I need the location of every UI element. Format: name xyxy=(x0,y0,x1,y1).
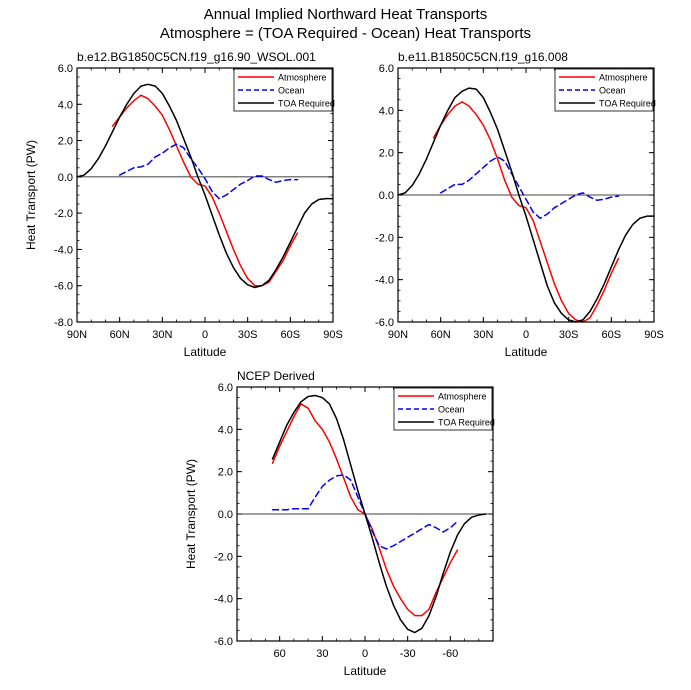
x-tick-label: 30N xyxy=(152,329,172,341)
chart-panel-3: -6.0 -4.0 -2.0 0.0 2.0 4.0 6.0 60 30 0 -30 -60 NCEP … xyxy=(184,369,495,678)
series-line-toa-required xyxy=(76,83,334,289)
x-tick-label: 30N xyxy=(473,329,493,341)
y-tick-label: -4.0 xyxy=(214,594,233,606)
legend-label-toa-required: TOA Required xyxy=(278,99,335,109)
y-tick-label: -6.0 xyxy=(375,317,394,329)
legend-label-ocean: Ocean xyxy=(438,405,465,415)
series-line-ocean xyxy=(439,156,620,220)
x-tick-label: -30 xyxy=(400,648,416,660)
series-line-atmosphere xyxy=(111,94,299,287)
x-tick-label: 60N xyxy=(431,329,451,341)
series-line-toa-required xyxy=(271,394,487,634)
y-tick-label: 6.0 xyxy=(218,382,233,394)
legend-label-toa-required: TOA Required xyxy=(599,99,656,109)
series-line-ocean xyxy=(118,143,299,200)
legend: Atmosphere Ocean TOA Required xyxy=(393,387,495,431)
y-tick-label: -4.0 xyxy=(375,275,394,287)
y-tick-label: -6.0 xyxy=(214,636,233,648)
chart-panel-2: -6.0 -4.0 -2.0 0.0 2.0 4.0 6.0 90N 60N 30N 0 30S 60S… xyxy=(375,50,664,359)
y-tick-label: -2.0 xyxy=(54,208,73,220)
x-axis-label: Latitude xyxy=(505,345,548,359)
chart-panel-1: -8.0 -6.0 -4.0 -2.0 0.0 2.0 4.0 6.0 90N 60N 30N 0 30… xyxy=(24,50,343,359)
legend-label-atmosphere: Atmosphere xyxy=(438,392,487,402)
x-axis-label: Latitude xyxy=(184,345,227,359)
y-tick-label: 2.0 xyxy=(379,148,394,160)
y-tick-label: 0.0 xyxy=(58,172,73,184)
x-tick-label: 0 xyxy=(362,648,368,660)
y-tick-label: -6.0 xyxy=(54,281,73,293)
figure-title-line-1: Annual Implied Northward Heat Transports xyxy=(203,6,488,23)
y-tick-label: -2.0 xyxy=(375,232,394,244)
x-tick-label: 90S xyxy=(644,329,664,341)
panel-title: NCEP Derived xyxy=(237,369,315,383)
y-axis-label: Heat Transport (PW) xyxy=(24,140,38,250)
x-tick-label: 60N xyxy=(110,329,130,341)
y-tick-label: 6.0 xyxy=(58,63,73,75)
y-tick-label: 4.0 xyxy=(218,424,233,436)
y-tick-label: -2.0 xyxy=(214,551,233,563)
y-axis-label: Heat Transport (PW) xyxy=(184,459,198,569)
x-tick-label: 0 xyxy=(523,329,529,341)
x-axis-label: Latitude xyxy=(344,664,387,678)
series-line-toa-required xyxy=(397,87,655,323)
x-tick-label: 30S xyxy=(559,329,579,341)
y-tick-label: 4.0 xyxy=(58,99,73,111)
x-tick-label: 0 xyxy=(202,329,208,341)
legend-label-ocean: Ocean xyxy=(599,86,626,96)
legend: Atmosphere Ocean TOA Required xyxy=(233,68,335,112)
legend-label-toa-required: TOA Required xyxy=(438,418,495,428)
panel-title: b.e12.BG1850C5CN.f19_g16.90_WSOL.001 xyxy=(77,50,316,64)
x-tick-label: 60 xyxy=(274,648,286,660)
figure-title-line-2: Atmosphere = (TOA Required - Ocean) Heat… xyxy=(159,25,532,42)
y-tick-label: 6.0 xyxy=(379,63,394,75)
y-tick-label: 4.0 xyxy=(379,105,394,117)
legend-label-atmosphere: Atmosphere xyxy=(599,73,648,83)
legend: Atmosphere Ocean TOA Required xyxy=(554,68,656,112)
y-tick-label: -4.0 xyxy=(54,244,73,256)
y-tick-label: 0.0 xyxy=(379,190,394,202)
y-tick-label: 2.0 xyxy=(58,136,73,148)
series-line-atmosphere xyxy=(271,403,459,617)
legend-label-atmosphere: Atmosphere xyxy=(278,73,327,83)
x-tick-label: 90N xyxy=(67,329,87,341)
series-line-atmosphere xyxy=(432,101,620,323)
y-tick-label: 2.0 xyxy=(218,467,233,479)
x-tick-label: 90S xyxy=(323,329,343,341)
x-tick-label: 30 xyxy=(316,648,328,660)
x-tick-label: 30S xyxy=(238,329,258,341)
x-tick-label: -60 xyxy=(442,648,458,660)
panel-title: b.e11.B1850C5CN.f19_g16.008 xyxy=(398,50,568,64)
y-tick-label: -8.0 xyxy=(54,317,73,329)
x-tick-label: 60S xyxy=(281,329,301,341)
x-tick-label: 60S xyxy=(602,329,622,341)
legend-label-ocean: Ocean xyxy=(278,86,305,96)
y-tick-label: 0.0 xyxy=(218,509,233,521)
x-tick-label: 90N xyxy=(388,329,408,341)
